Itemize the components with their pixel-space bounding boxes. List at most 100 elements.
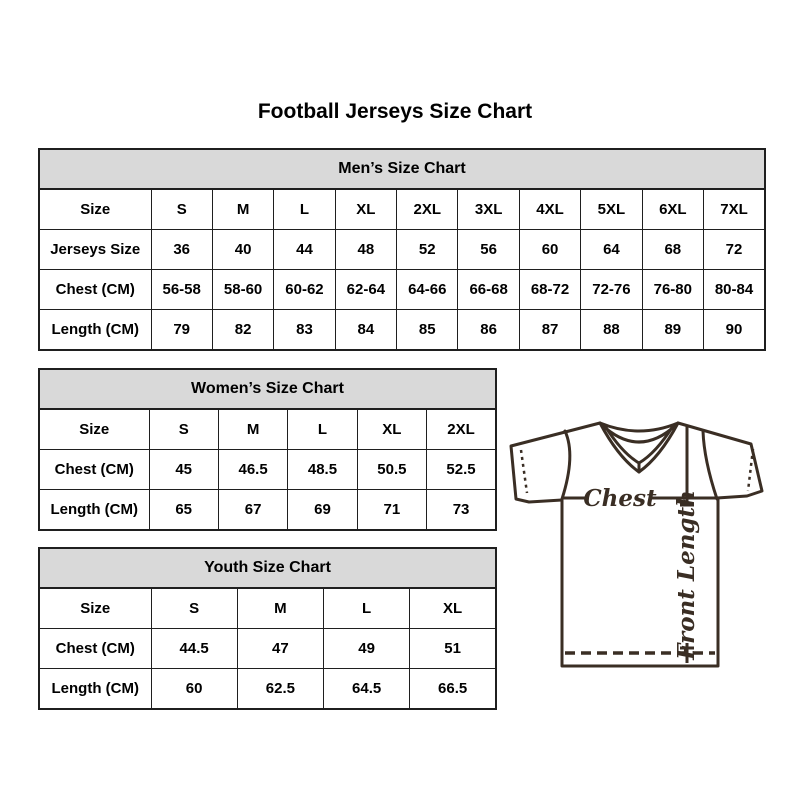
- cell: 46.5: [217, 449, 289, 490]
- womens-size-chart-table: Women’s Size Chart Size S M L XL 2XL Chest (CM)…: [38, 368, 497, 531]
- jersey-left-sleeve: [509, 421, 602, 504]
- column-header: 4XL: [518, 188, 582, 230]
- cell: 52: [396, 229, 459, 270]
- cell: 88: [580, 309, 643, 351]
- cell: 82: [211, 309, 275, 351]
- cell: 64.5: [322, 668, 411, 710]
- cell: 47: [236, 628, 325, 669]
- jersey-collar-back-1: [598, 421, 680, 433]
- cell: 36: [150, 229, 213, 270]
- row-label: Chest (CM): [38, 628, 152, 669]
- cell: 65: [148, 489, 219, 531]
- row-label: Length (CM): [38, 489, 150, 531]
- table-title: Youth Size Chart: [38, 547, 497, 589]
- row-label: Jerseys Size: [38, 229, 152, 270]
- cell: 48: [334, 229, 398, 270]
- jersey-left-seam: [560, 429, 572, 501]
- jersey-measurement-diagram: Chest Front Length: [509, 421, 764, 668]
- cell: 64: [580, 229, 643, 270]
- cell: 80-84: [703, 269, 766, 310]
- left-cuff-dashed-line: [519, 449, 529, 494]
- cell: 44.5: [150, 628, 238, 669]
- youth-size-chart-table: Youth Size Chart Size S M L XL Chest (CM) 44.5 4…: [38, 547, 497, 710]
- cell: 48.5: [287, 449, 358, 490]
- cell: 69: [287, 489, 358, 531]
- cell: 90: [703, 309, 766, 351]
- table-title-row: Women’s Size Chart: [38, 368, 497, 410]
- cell: 60: [518, 229, 582, 270]
- row-label: Chest (CM): [38, 269, 152, 310]
- table-row: Jerseys Size 36 40 44 48 52 56 60 64 68 72: [38, 229, 766, 270]
- column-header: XL: [334, 188, 398, 230]
- cell: 62-64: [334, 269, 398, 310]
- column-header: 5XL: [580, 188, 643, 230]
- column-header: XL: [409, 587, 497, 629]
- jersey-right-sleeve: [676, 421, 764, 500]
- cell: 60: [150, 668, 238, 710]
- column-header: XL: [356, 408, 428, 450]
- cell: 71: [356, 489, 428, 531]
- cell: 72: [703, 229, 766, 270]
- table-row: Chest (CM) 45 46.5 48.5 50.5 52.5: [38, 449, 497, 490]
- table-row: Length (CM) 79 82 83 84 85 86 87 88 89 90: [38, 309, 766, 351]
- table-row: Size S M L XL 2XL 3XL 4XL 5XL 6XL 7XL: [38, 188, 766, 230]
- table-title: Men’s Size Chart: [38, 148, 766, 190]
- page-title: Football Jerseys Size Chart: [257, 100, 533, 123]
- row-label: Chest (CM): [38, 449, 150, 490]
- column-header: S: [148, 408, 219, 450]
- jersey-body: [560, 496, 720, 668]
- column-header: 2XL: [426, 408, 497, 450]
- column-header: M: [236, 587, 325, 629]
- cell: 89: [641, 309, 705, 351]
- row-label: Size: [38, 408, 150, 450]
- cell: 66-68: [457, 269, 520, 310]
- column-header: 3XL: [457, 188, 520, 230]
- column-header: 6XL: [641, 188, 705, 230]
- cell: 86: [457, 309, 520, 351]
- chest-label: Chest: [583, 485, 657, 512]
- cell: 49: [322, 628, 411, 669]
- cell: 68: [641, 229, 705, 270]
- cell: 50.5: [356, 449, 428, 490]
- front-length-label: Front Length: [673, 490, 700, 661]
- row-label: Length (CM): [38, 668, 152, 710]
- table-row: Chest (CM) 56-58 58-60 60-62 62-64 64-66 66-68…: [38, 269, 766, 310]
- cell: 67: [217, 489, 289, 531]
- cell: 87: [518, 309, 582, 351]
- cell: 58-60: [211, 269, 275, 310]
- cell: 40: [211, 229, 275, 270]
- right-cuff-dashed-line: [746, 448, 755, 492]
- cell: 60-62: [273, 269, 336, 310]
- cell: 73: [426, 489, 497, 531]
- table-title-row: Men’s Size Chart: [38, 148, 766, 190]
- cell: 56-58: [150, 269, 213, 310]
- column-header: L: [273, 188, 336, 230]
- cell: 45: [148, 449, 219, 490]
- cell: 85: [396, 309, 459, 351]
- column-header: S: [150, 188, 213, 230]
- table-row: Chest (CM) 44.5 47 49 51: [38, 628, 497, 669]
- jersey-right-seam: [701, 429, 719, 501]
- table-row: Size S M L XL: [38, 587, 497, 629]
- column-header: S: [150, 587, 238, 629]
- cell: 62.5: [236, 668, 325, 710]
- table-title: Women’s Size Chart: [38, 368, 497, 410]
- cell: 79: [150, 309, 213, 351]
- cell: 83: [273, 309, 336, 351]
- cell: 76-80: [641, 269, 705, 310]
- cell: 68-72: [518, 269, 582, 310]
- row-label: Size: [38, 188, 152, 230]
- column-header: M: [217, 408, 289, 450]
- column-header: 2XL: [396, 188, 459, 230]
- column-header: 7XL: [703, 188, 766, 230]
- cell: 56: [457, 229, 520, 270]
- column-header: L: [287, 408, 358, 450]
- row-label: Length (CM): [38, 309, 152, 351]
- cell: 52.5: [426, 449, 497, 490]
- table-title-row: Youth Size Chart: [38, 547, 497, 589]
- table-row: Length (CM) 60 62.5 64.5 66.5: [38, 668, 497, 710]
- cell: 66.5: [409, 668, 497, 710]
- cell: 72-76: [580, 269, 643, 310]
- row-label: Size: [38, 587, 152, 629]
- column-header: M: [211, 188, 275, 230]
